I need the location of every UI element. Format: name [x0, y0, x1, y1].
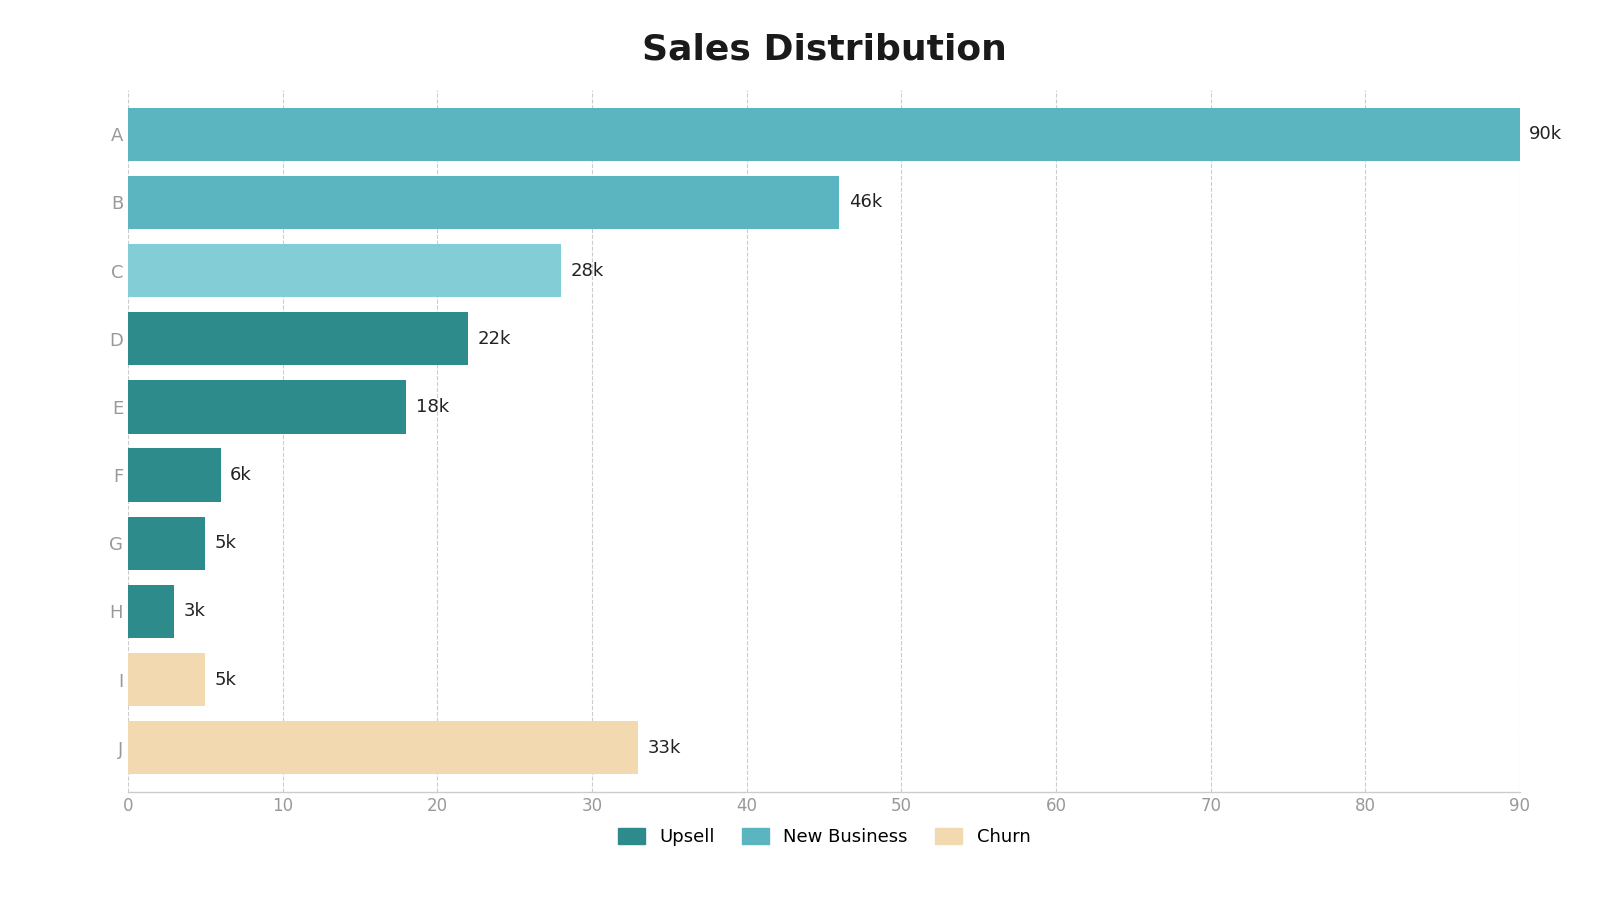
Text: 5k: 5k — [214, 670, 237, 688]
Bar — [128, 244, 562, 297]
Text: 22k: 22k — [477, 329, 510, 347]
Bar — [128, 176, 840, 229]
Bar — [128, 381, 406, 434]
Bar — [128, 108, 1520, 161]
Text: 5k: 5k — [214, 535, 237, 553]
Bar — [128, 517, 205, 570]
Title: Sales Distribution: Sales Distribution — [642, 32, 1006, 67]
Text: 6k: 6k — [230, 466, 251, 484]
Text: 18k: 18k — [416, 398, 450, 416]
Text: 90k: 90k — [1530, 125, 1563, 143]
Legend: Upsell, New Business, Churn: Upsell, New Business, Churn — [611, 821, 1037, 853]
Text: 46k: 46k — [848, 194, 882, 212]
Text: 33k: 33k — [648, 739, 682, 757]
Bar — [128, 585, 174, 638]
Bar — [128, 448, 221, 501]
Bar — [128, 312, 469, 365]
Bar — [128, 653, 205, 706]
Bar — [128, 721, 638, 774]
Text: 28k: 28k — [570, 262, 603, 280]
Text: 3k: 3k — [184, 602, 205, 620]
